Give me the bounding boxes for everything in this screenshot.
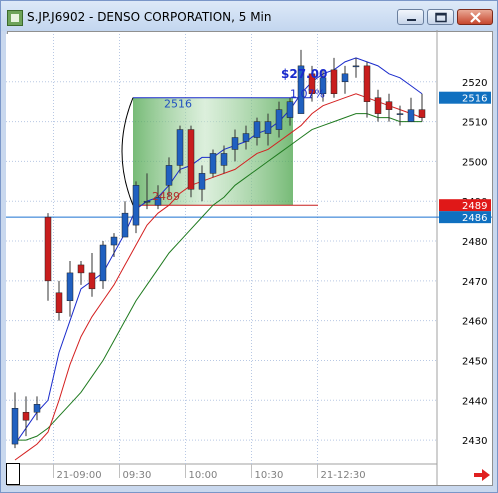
x-tick-label: 10:00 <box>189 470 218 481</box>
candle-up[interactable] <box>319 77 327 94</box>
candle-up[interactable] <box>253 121 261 138</box>
candle-up[interactable] <box>242 133 250 142</box>
candle-up[interactable] <box>275 109 283 130</box>
candle-up[interactable] <box>220 153 228 166</box>
y-tick-label: 2450 <box>462 356 487 367</box>
maximize-button[interactable] <box>427 9 454 25</box>
candle-up[interactable] <box>341 73 349 83</box>
candle-down[interactable] <box>374 97 382 114</box>
percent-label: 1.07% <box>290 88 325 101</box>
x-tick-label: 21-12:30 <box>321 470 366 481</box>
y-tick-label: 2430 <box>462 436 487 447</box>
candle-up[interactable] <box>66 272 74 302</box>
moving-average-slow <box>15 113 422 441</box>
title-bar[interactable]: S.JP.J6902 - DENSO CORPORATION, 5 Min <box>1 1 497 31</box>
candle-up[interactable] <box>198 173 206 190</box>
y-tick-label: 2470 <box>462 277 487 288</box>
candle-up[interactable] <box>209 153 217 174</box>
candle-up[interactable] <box>352 65 360 68</box>
candle-up[interactable] <box>176 129 184 166</box>
y-tick-label: 2500 <box>462 157 487 168</box>
candle-down[interactable] <box>55 292 63 313</box>
window-title: S.JP.J6902 - DENSO CORPORATION, 5 Min <box>27 10 272 24</box>
candle-down[interactable] <box>385 101 393 110</box>
moving-average-mid <box>14 93 423 461</box>
candle-down[interactable] <box>88 272 96 290</box>
y-tick-label: 2510 <box>462 118 487 129</box>
scroll-thumb[interactable] <box>6 463 20 485</box>
candle-up[interactable] <box>396 113 404 115</box>
candle-up[interactable] <box>165 165 173 186</box>
chart-app-icon <box>7 10 23 26</box>
y-tick-label: 2460 <box>462 317 487 328</box>
price-tag-label: 2486 <box>462 213 487 224</box>
minimize-icon <box>407 19 416 21</box>
price-tag <box>439 211 491 224</box>
candle-up[interactable] <box>121 212 129 238</box>
x-tick-label: 09:30 <box>123 470 152 481</box>
price-tag-label: 2516 <box>462 94 487 105</box>
minimize-button[interactable] <box>397 9 424 25</box>
candle-up[interactable] <box>132 185 140 226</box>
zone-bracket <box>121 97 134 206</box>
candle-up[interactable] <box>297 65 305 114</box>
price-tag <box>439 199 491 212</box>
candle-down[interactable] <box>187 129 195 190</box>
candle-up[interactable] <box>33 404 41 413</box>
scroll-right-arrow-icon[interactable] <box>473 468 491 482</box>
candle-down[interactable] <box>308 73 316 94</box>
moving-average-fast <box>14 57 423 445</box>
y-tick-label: 2520 <box>462 78 487 89</box>
close-icon <box>470 12 481 23</box>
candle-up[interactable] <box>286 101 294 118</box>
candle-up[interactable] <box>143 200 151 203</box>
candle-up[interactable] <box>99 244 107 282</box>
candle-up[interactable] <box>11 408 19 445</box>
candle-up[interactable] <box>154 196 162 206</box>
price-chart[interactable]: 2430244024502460247024802490250025102520… <box>6 30 492 485</box>
candle-up[interactable] <box>264 121 272 134</box>
maximize-icon <box>435 12 447 23</box>
close-button[interactable] <box>457 9 493 25</box>
price-tag <box>439 91 491 104</box>
candle-down[interactable] <box>22 411 30 421</box>
candle-down[interactable] <box>418 109 426 118</box>
zone-bottom-label: 2489 <box>152 190 180 203</box>
y-tick-label: 2480 <box>462 237 487 248</box>
x-tick-label: 21-09:00 <box>57 470 102 481</box>
candle-down[interactable] <box>77 264 85 274</box>
candle-down[interactable] <box>363 65 371 102</box>
candle-up[interactable] <box>110 236 118 246</box>
candle-down[interactable] <box>44 216 52 282</box>
zone-top-label: 2516 <box>164 98 192 111</box>
profit-label: $27.00 <box>281 67 327 81</box>
candle-up[interactable] <box>231 137 239 150</box>
price-tag-label: 2489 <box>462 201 487 212</box>
x-tick-label: 10:30 <box>255 470 284 481</box>
candle-up[interactable] <box>407 109 415 122</box>
y-tick-label: 2440 <box>462 396 487 407</box>
candle-down[interactable] <box>330 69 338 94</box>
